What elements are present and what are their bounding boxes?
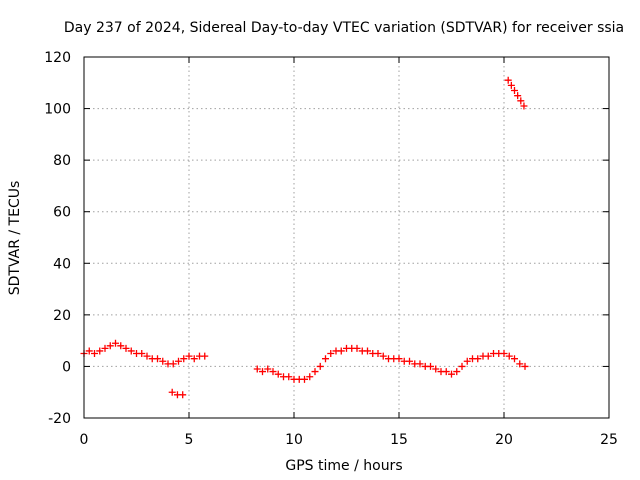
- data-point: [306, 373, 314, 381]
- y-tick-label: 100: [44, 102, 71, 118]
- data-point: [316, 362, 324, 370]
- data-point: [322, 355, 329, 363]
- data-point: [259, 368, 266, 376]
- data-point: [143, 352, 151, 360]
- grid-lines: [84, 57, 609, 418]
- x-tick-label: 25: [600, 432, 618, 448]
- y-tick-label: 40: [53, 256, 71, 272]
- x-tick-label: 0: [80, 432, 89, 448]
- data-point: [269, 368, 277, 376]
- data-point: [458, 362, 466, 370]
- data-point: [511, 355, 518, 363]
- data-point: [154, 355, 161, 363]
- data-point: [122, 344, 130, 352]
- data-point: [117, 342, 125, 350]
- data-point: [505, 352, 513, 360]
- data-point: [85, 347, 93, 355]
- data-point: [484, 352, 492, 360]
- plot-frame: [83, 56, 610, 419]
- data-point: [453, 368, 461, 376]
- tick-marks: [83, 56, 610, 419]
- y-tick-label: 80: [53, 153, 71, 169]
- x-tick-label: 10: [285, 432, 303, 448]
- data-point: [253, 365, 261, 373]
- x-tick-labels: 0 5 10 15 20 25: [80, 432, 618, 448]
- data-point: [301, 375, 308, 383]
- y-tick-label: 0: [62, 359, 71, 375]
- data-point: [517, 97, 525, 105]
- data-point: [521, 362, 529, 370]
- data-point: [138, 350, 146, 358]
- data-point: [448, 370, 455, 378]
- x-tick-label: 15: [390, 432, 408, 448]
- chart-title: Day 237 of 2024, Sidereal Day-to-day VTE…: [64, 20, 624, 36]
- data-point: [406, 357, 413, 365]
- data-point: [374, 350, 382, 358]
- data-points: [80, 76, 529, 399]
- data-point: [442, 368, 450, 376]
- data-point: [264, 365, 272, 373]
- data-point: [379, 352, 387, 360]
- data-point: [201, 352, 209, 360]
- data-point: [516, 360, 524, 368]
- data-point: [190, 355, 198, 363]
- data-point: [96, 347, 104, 355]
- data-point: [514, 92, 522, 100]
- data-point: [432, 365, 440, 373]
- y-axis-label: SDTVAR / TECUs: [7, 181, 23, 296]
- data-point: [416, 360, 424, 368]
- data-point: [504, 76, 512, 84]
- data-point: [463, 357, 471, 365]
- data-point: [285, 373, 293, 381]
- data-point: [427, 362, 434, 370]
- x-tick-label: 20: [495, 432, 513, 448]
- data-point: [112, 339, 119, 347]
- data-point: [364, 347, 371, 355]
- data-point: [185, 352, 193, 360]
- data-point: [353, 344, 361, 352]
- data-point: [168, 388, 176, 396]
- data-point: [474, 355, 482, 363]
- data-point: [327, 350, 335, 358]
- data-point: [91, 350, 98, 358]
- data-point: [179, 391, 187, 399]
- data-point: [507, 81, 515, 89]
- data-point: [101, 344, 109, 352]
- y-tick-label: 60: [53, 205, 71, 221]
- y-tick-label: 120: [44, 50, 71, 66]
- data-point: [337, 347, 345, 355]
- data-point: [395, 355, 403, 363]
- data-point: [169, 360, 177, 368]
- data-point: [520, 102, 528, 110]
- data-point: [511, 87, 518, 95]
- y-tick-label: 20: [53, 308, 71, 324]
- data-point: [175, 357, 182, 365]
- y-tick-labels: -20 0 20 40 60 80 100 120: [44, 50, 71, 427]
- data-point: [159, 357, 167, 365]
- data-point: [311, 368, 319, 376]
- data-point: [180, 355, 188, 363]
- y-tick-label: -20: [48, 411, 71, 427]
- x-axis-label: GPS time / hours: [285, 458, 402, 474]
- data-point: [500, 350, 508, 358]
- data-point: [274, 370, 282, 378]
- data-point: [127, 347, 135, 355]
- data-point: [106, 342, 114, 350]
- x-tick-label: 5: [185, 432, 194, 448]
